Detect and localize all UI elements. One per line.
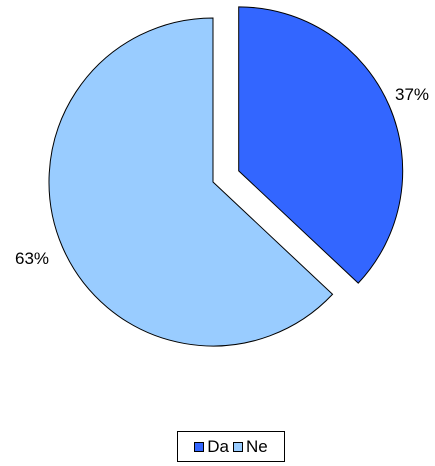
data-label-ne: 63% bbox=[15, 249, 49, 268]
pie-slices bbox=[48, 6, 404, 347]
legend: Da Ne bbox=[177, 431, 285, 462]
pie-data-labels: 37% 63% bbox=[15, 85, 429, 268]
legend-label-da: Da bbox=[207, 437, 229, 456]
legend-item-da: Da bbox=[194, 438, 229, 455]
data-label-da: 37% bbox=[395, 85, 429, 104]
legend-swatch-ne bbox=[233, 441, 243, 452]
legend-item-ne: Ne bbox=[233, 438, 268, 455]
legend-swatch-da bbox=[194, 441, 205, 452]
pie-slice-da bbox=[238, 6, 404, 284]
legend-label-ne: Ne bbox=[246, 437, 268, 456]
pie-slice-ne bbox=[48, 17, 334, 347]
